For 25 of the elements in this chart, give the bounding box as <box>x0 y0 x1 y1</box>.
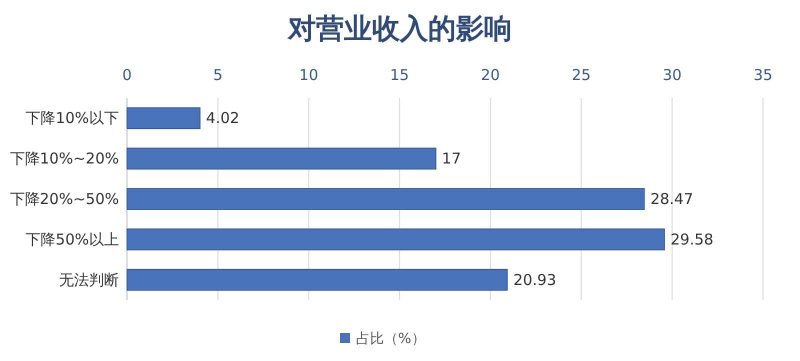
y-tick-label: 下降20%~50% <box>10 190 119 208</box>
bar <box>126 268 508 291</box>
data-label: 4.02 <box>206 109 240 128</box>
data-label: 17 <box>442 150 462 168</box>
y-tick-label: 下降10%以下 <box>26 109 119 128</box>
y-tick-label: 下降10%~20% <box>10 150 119 168</box>
x-tick-label: 30 <box>662 66 682 84</box>
data-label: 20.93 <box>513 270 556 289</box>
x-tick-label: 10 <box>299 66 318 84</box>
y-tick-label: 无法判断 <box>59 270 119 289</box>
bar <box>126 148 436 170</box>
data-label: 29.58 <box>670 230 714 248</box>
bar <box>126 107 200 130</box>
bar <box>126 228 665 250</box>
x-tick-label: 20 <box>480 66 500 84</box>
legend-label: 占比（%） <box>356 331 426 347</box>
data-label: 28.47 <box>650 190 694 208</box>
x-tick-label: 25 <box>572 66 591 84</box>
x-tick-label: 5 <box>213 66 223 84</box>
y-tick-label: 下降50%以上 <box>26 230 119 248</box>
bar <box>126 188 645 210</box>
x-tick-label: 0 <box>122 66 132 84</box>
x-tick-label: 35 <box>753 66 773 84</box>
chart-title: 对营业收入的影响 <box>287 12 512 45</box>
x-tick-label: 15 <box>390 66 410 84</box>
